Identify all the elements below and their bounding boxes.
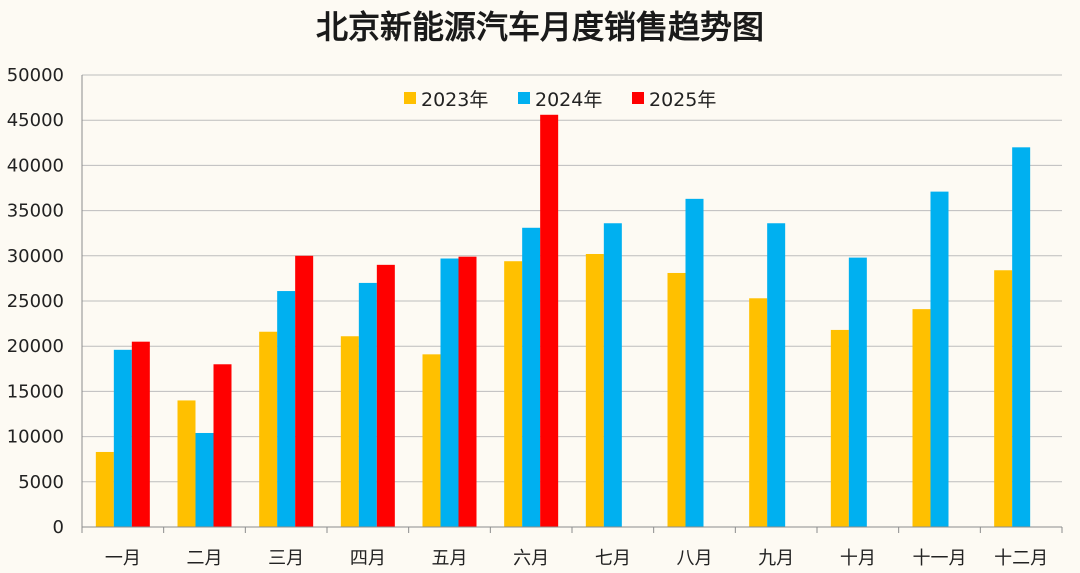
bar-2024年-十二月 xyxy=(1012,147,1031,527)
y-tick-label: 35000 xyxy=(7,201,64,222)
legend-label: 2025年 xyxy=(649,89,716,111)
x-tick-label: 二月 xyxy=(187,548,223,569)
y-tick-labels: 0 5000 10000 15000 20000 25000 30000 35000 40000… xyxy=(7,65,64,538)
bar-2025年-六月 xyxy=(540,114,559,527)
bar-2025年-四月 xyxy=(376,264,395,527)
bar-2025年-二月 xyxy=(213,364,232,527)
bar-2025年-五月 xyxy=(458,256,477,527)
bars xyxy=(95,114,1031,528)
bar-2023年-十月 xyxy=(830,329,849,527)
y-tick-label: 25000 xyxy=(7,291,64,312)
legend-swatch xyxy=(404,92,416,104)
y-tick-label: 10000 xyxy=(7,427,64,448)
bar-2024年-六月 xyxy=(522,227,541,527)
y-tick-label: 40000 xyxy=(7,155,64,176)
x-tick-label: 四月 xyxy=(350,548,386,569)
y-tick-label: 30000 xyxy=(7,246,64,267)
y-tick-label: 5000 xyxy=(18,472,64,493)
y-tick-label: 0 xyxy=(53,517,64,538)
x-tick-labels: 一月 二月 三月 四月 五月 六月 七月 八月 九月 十月 十一月 十二月 xyxy=(105,548,1048,569)
bar-2023年-十一月 xyxy=(912,309,931,527)
bar-2023年-八月 xyxy=(667,272,686,527)
x-tick-label: 三月 xyxy=(268,548,304,569)
axes xyxy=(81,75,1063,533)
bar-2023年-一月 xyxy=(95,451,114,527)
y-tick-label: 50000 xyxy=(7,65,64,86)
bar-2024年-四月 xyxy=(358,282,377,527)
y-tick-label: 45000 xyxy=(7,110,64,131)
bar-2023年-九月 xyxy=(749,298,768,527)
x-tick-label: 一月 xyxy=(105,548,141,569)
bar-2024年-十一月 xyxy=(930,191,949,527)
bar-2023年-十二月 xyxy=(994,270,1013,527)
y-tick-label: 15000 xyxy=(7,381,64,402)
x-tick-label: 八月 xyxy=(677,548,713,569)
bar-2024年-七月 xyxy=(603,223,622,528)
bar-2023年-四月 xyxy=(340,336,359,527)
x-tick-label: 七月 xyxy=(595,548,631,569)
gridlines xyxy=(82,74,1062,483)
bar-2024年-十月 xyxy=(848,257,867,527)
x-tick-label: 十一月 xyxy=(913,548,967,569)
bar-2024年-三月 xyxy=(277,291,296,527)
bar-2024年-五月 xyxy=(440,258,459,527)
legend-label: 2024年 xyxy=(535,89,602,111)
bar-2024年-一月 xyxy=(113,349,132,527)
legend: 2023年 2024年 2025年 xyxy=(404,89,716,111)
chart-title: 北京新能源汽车月度销售趋势图 xyxy=(315,8,764,46)
y-tick-label: 20000 xyxy=(7,336,64,357)
bar-2024年-九月 xyxy=(767,223,786,528)
legend-swatch xyxy=(518,92,530,104)
bar-2025年-三月 xyxy=(295,255,314,528)
x-tick-label: 六月 xyxy=(513,548,549,569)
bar-2024年-二月 xyxy=(195,432,214,527)
x-tick-label: 十月 xyxy=(840,548,876,569)
bar-2024年-八月 xyxy=(685,198,704,527)
bar-2023年-六月 xyxy=(504,261,523,527)
legend-label: 2023年 xyxy=(421,89,488,111)
x-tick-label: 九月 xyxy=(758,548,794,569)
bar-2025年-一月 xyxy=(131,341,150,527)
x-tick-label: 五月 xyxy=(432,548,468,569)
bar-2023年-三月 xyxy=(259,331,278,527)
x-tick-label: 十二月 xyxy=(994,548,1048,569)
bar-2023年-五月 xyxy=(422,354,441,527)
bar-2023年-二月 xyxy=(177,400,196,527)
bar-2023年-七月 xyxy=(585,253,604,527)
legend-swatch xyxy=(632,92,644,104)
